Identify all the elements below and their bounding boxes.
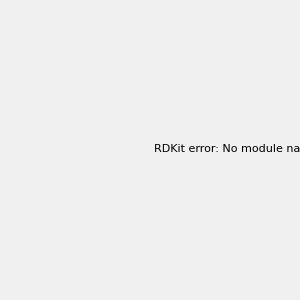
Text: RDKit error: No module named 'rdkit': RDKit error: No module named 'rdkit' [154,143,300,154]
